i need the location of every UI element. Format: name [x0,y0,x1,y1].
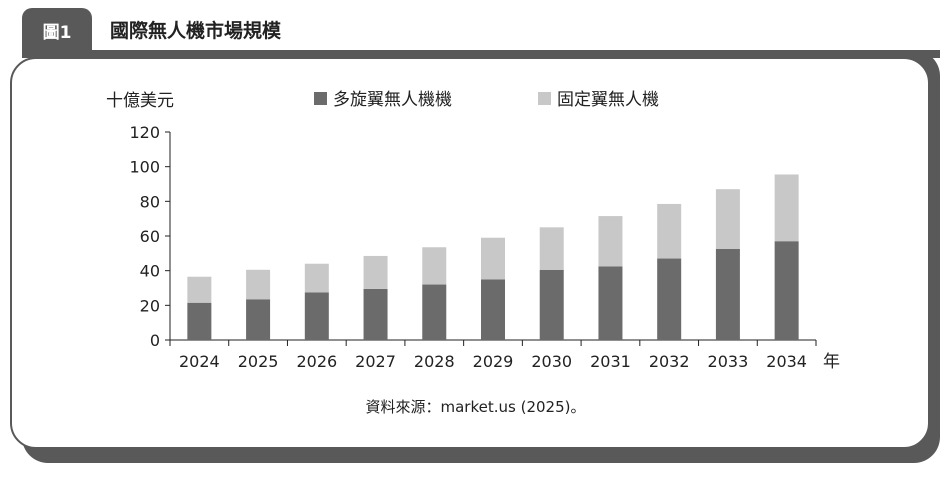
x-tick-label: 2026 [296,352,337,371]
x-tick-label: 2027 [355,352,396,371]
legend-swatch-multirotor [314,92,327,105]
y-tick-label: 60 [140,227,160,246]
x-tick-label: 2029 [473,352,514,371]
x-tick-label: 2028 [414,352,455,371]
x-tick-label: 2024 [179,352,220,371]
bar-multirotor [422,284,447,340]
x-tick-label: 2032 [649,352,690,371]
y-tick-label: 0 [150,331,160,350]
bar-multirotor [539,269,564,340]
source-note: 資料來源：market.us (2025)。 [365,398,586,416]
figure-number-tab: 圖1 [22,8,92,52]
figure-number: 圖1 [42,23,72,43]
x-tick-label: 2031 [590,352,631,371]
x-tick-label: 2033 [708,352,749,371]
bar-fixedwing [187,276,212,303]
x-tick-label: 2030 [531,352,572,371]
x-tick-label: 2034 [766,352,807,371]
bar-fixedwing [304,263,329,293]
bar-fixedwing [539,227,564,270]
bar-fixedwing [422,247,447,285]
y-axis-label: 十億美元 [106,91,174,111]
bar-multirotor [304,292,329,340]
figure-title: 國際無人機市場規模 [110,20,282,42]
bar-multirotor [774,241,799,340]
bar-fixedwing [598,216,623,267]
y-tick-label: 80 [140,192,160,211]
bar-multirotor [598,266,623,340]
y-tick-label: 20 [140,296,160,315]
bar-multirotor [187,302,212,340]
bar-fixedwing [246,269,271,300]
bar-multirotor [246,299,271,340]
bar-multirotor [481,279,505,340]
bar-fixedwing [657,203,682,259]
bar-multirotor [363,288,388,340]
bar-fixedwing [481,237,505,280]
bar-fixedwing [363,255,388,289]
bar-fixedwing [774,174,799,242]
legend-swatch-fixedwing [538,92,551,105]
y-tick-label: 100 [129,158,160,177]
y-tick-label: 40 [140,262,160,281]
x-axis-unit-label: 年 [823,352,840,372]
x-tick-label: 2025 [238,352,279,371]
bar-fixedwing [715,189,740,249]
bar-multirotor [715,249,740,340]
header-rule [22,50,940,58]
bar-multirotor [657,258,682,340]
legend-label-fixedwing: 固定翼無人機 [557,90,659,110]
y-tick-label: 120 [129,123,160,142]
legend-label-multirotor: 多旋翼無人機機 [333,90,452,110]
